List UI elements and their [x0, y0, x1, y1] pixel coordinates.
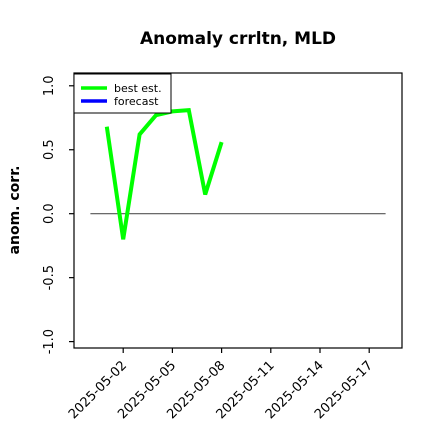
y-tick-label: -1.0: [42, 329, 57, 354]
y-axis-label: anom. corr.: [7, 166, 23, 255]
y-tick-label: 0.0: [42, 203, 57, 224]
x-axis: 2025-05-022025-05-052025-05-082025-05-11…: [66, 348, 376, 422]
y-tick-label: -0.5: [42, 265, 57, 290]
series-line-0: [104, 107, 224, 240]
chart-title: Anomaly crrltn, MLD: [140, 29, 336, 49]
legend: best est.forecast: [73, 73, 172, 114]
legend-label-0: best est.: [114, 82, 162, 95]
y-axis: -1.0 -0.5 0.0 0.5 1.0: [42, 75, 74, 354]
y-tick-label: 1.0: [42, 75, 57, 96]
y-tick-label: 0.5: [42, 139, 57, 160]
legend-label-1: forecast: [114, 95, 159, 108]
legend-box: [73, 73, 172, 114]
plot-frame: [73, 72, 403, 349]
plot-area: [73, 72, 403, 349]
